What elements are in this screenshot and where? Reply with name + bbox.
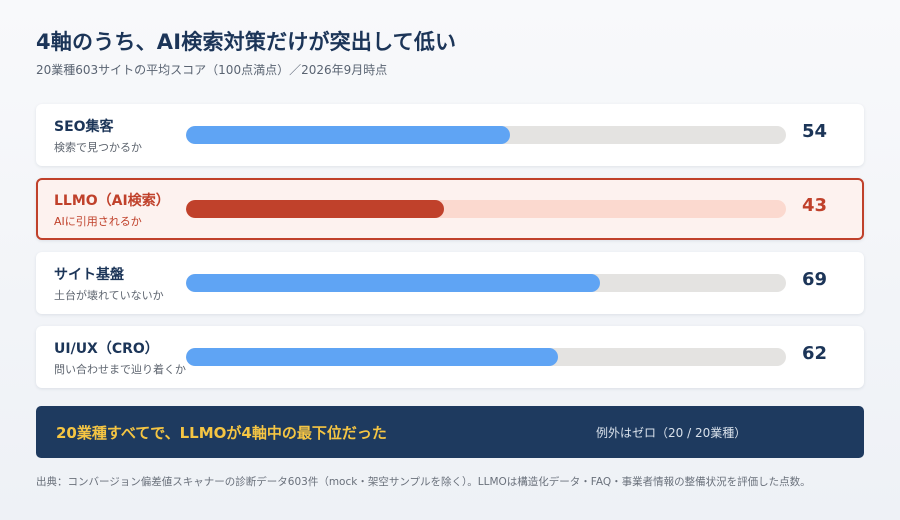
bar-row-seo: SEO集客 検索で見つかるか 54 — [36, 104, 864, 166]
bar-fill — [186, 348, 558, 366]
category-label: LLMO（AI検索） — [54, 193, 170, 209]
bar-row-uiux: UI/UX（CRO） 問い合わせまで辿り着くか 62 — [36, 326, 864, 388]
category-label: UI/UX（CRO） — [54, 341, 159, 357]
category-description: 問い合わせまで辿り着くか — [54, 363, 186, 376]
value-label: 43 — [802, 195, 828, 216]
bar-track — [186, 274, 786, 292]
value-label: 54 — [802, 121, 828, 142]
bar-track — [186, 126, 786, 144]
category-label: SEO集客 — [54, 119, 114, 135]
bar-track — [186, 200, 786, 218]
bar-track — [186, 348, 786, 366]
source-footnote: 出典：コンバージョン偏差値スキャナーの診断データ603件（mock・架空サンプル… — [36, 476, 811, 488]
bar-fill — [186, 126, 510, 144]
bar-fill — [186, 274, 600, 292]
banner-note: 例外はゼロ（20 / 20業種） — [596, 426, 747, 440]
value-label: 62 — [802, 343, 828, 364]
category-description: 検索で見つかるか — [54, 141, 142, 154]
value-label: 69 — [802, 269, 828, 290]
category-label: サイト基盤 — [54, 267, 124, 283]
category-description: AIに引用されるか — [54, 215, 142, 228]
bar-row-llmo: LLMO（AI検索） AIに引用されるか 43 — [36, 178, 864, 240]
category-description: 土台が壊れていないか — [54, 289, 164, 302]
chart-title: 4軸のうち、AI検索対策だけが突出して低い — [36, 30, 457, 54]
chart-subtitle: 20業種603サイトの平均スコア（100点満点）／2026年9月時点 — [36, 63, 388, 77]
conclusion-banner: 20業種すべてで、LLMOが4軸中の最下位だった 例外はゼロ（20 / 20業種… — [36, 406, 864, 458]
bar-fill — [186, 200, 444, 218]
bar-row-site-foundation: サイト基盤 土台が壊れていないか 69 — [36, 252, 864, 314]
banner-headline: 20業種すべてで、LLMOが4軸中の最下位だった — [56, 424, 387, 442]
